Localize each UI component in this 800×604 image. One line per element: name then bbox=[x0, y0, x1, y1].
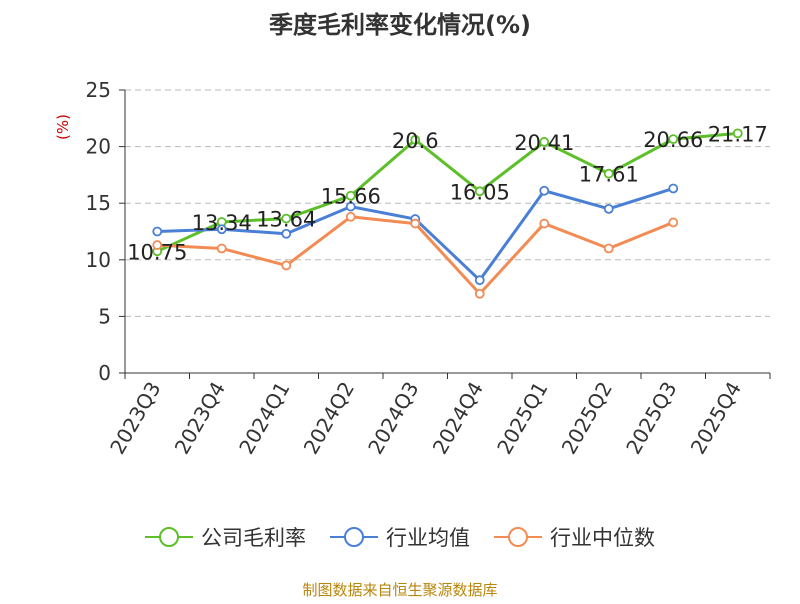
y-tick-label: 10 bbox=[86, 248, 111, 272]
y-tick-label: 5 bbox=[98, 304, 111, 328]
legend-item: 公司毛利率 bbox=[145, 526, 306, 550]
data-point bbox=[539, 185, 550, 196]
x-tick-label: 2024Q4 bbox=[428, 378, 488, 459]
data-point bbox=[281, 213, 292, 224]
data-label: 13.64 bbox=[256, 208, 316, 232]
data-point bbox=[603, 168, 614, 179]
data-point bbox=[345, 201, 356, 212]
series-line bbox=[156, 131, 738, 253]
data-label: 15.66 bbox=[321, 185, 381, 209]
data-point bbox=[668, 183, 679, 194]
y-tick-label: 0 bbox=[98, 361, 111, 385]
data-point bbox=[732, 128, 743, 139]
grid-lines bbox=[125, 89, 770, 317]
series-lines bbox=[152, 128, 743, 299]
data-label: 20.41 bbox=[514, 131, 574, 155]
data-point bbox=[410, 218, 421, 229]
x-tick-label: 2023Q3 bbox=[105, 378, 165, 459]
legend-marker bbox=[508, 527, 528, 547]
chart-title: 季度毛利率变化情况(%) bbox=[269, 11, 531, 39]
data-label: 13.34 bbox=[192, 211, 252, 235]
x-tick-label: 2024Q3 bbox=[363, 378, 423, 459]
data-label: 17.61 bbox=[579, 163, 639, 187]
legend-label: 行业中位数 bbox=[550, 526, 655, 550]
data-point bbox=[281, 228, 292, 239]
data-label: 20.6 bbox=[392, 129, 439, 153]
legend: 公司毛利率 行业均值 行业中位数 bbox=[145, 526, 655, 550]
data-point bbox=[345, 190, 356, 201]
legend-label: 行业均值 bbox=[386, 526, 470, 550]
x-tick-label: 2024Q2 bbox=[299, 378, 359, 459]
legend-item: 行业中位数 bbox=[494, 526, 655, 550]
data-point bbox=[474, 288, 485, 299]
data-point bbox=[668, 134, 679, 145]
legend-item: 行业均值 bbox=[330, 526, 470, 550]
data-point bbox=[152, 226, 163, 237]
x-tick-label: 2025Q3 bbox=[621, 378, 681, 459]
y-tick-label: 20 bbox=[86, 135, 111, 159]
data-point bbox=[152, 240, 163, 250]
data-point bbox=[474, 275, 485, 286]
x-tick-label: 2023Q4 bbox=[170, 378, 230, 459]
data-point bbox=[539, 137, 550, 147]
data-label: 10.75 bbox=[127, 240, 187, 264]
data-label: 20.66 bbox=[643, 128, 703, 152]
data-label: 16.05 bbox=[450, 180, 510, 204]
legend-marker bbox=[344, 527, 364, 547]
y-axis-label: (%) bbox=[54, 114, 72, 140]
data-point bbox=[216, 243, 227, 254]
x-tick-label: 2025Q4 bbox=[686, 378, 746, 459]
data-source-note: 制图数据来自恒生聚源数据库 bbox=[302, 581, 497, 599]
data-point bbox=[345, 211, 356, 222]
data-point bbox=[668, 217, 679, 228]
data-point bbox=[539, 218, 550, 229]
data-point bbox=[603, 203, 614, 214]
x-tick-label: 2025Q2 bbox=[557, 378, 617, 459]
data-point bbox=[474, 186, 485, 197]
y-tick-label: 25 bbox=[86, 78, 111, 102]
data-point bbox=[410, 134, 421, 145]
data-point bbox=[281, 260, 292, 271]
x-tick-label: 2024Q1 bbox=[234, 378, 294, 459]
y-tick-label: 15 bbox=[86, 191, 111, 215]
data-point bbox=[216, 224, 227, 235]
legend-marker bbox=[159, 527, 179, 547]
x-tick-label: 2025Q1 bbox=[492, 378, 552, 459]
data-point bbox=[603, 243, 614, 254]
legend-label: 公司毛利率 bbox=[201, 526, 306, 550]
data-label: 21.17 bbox=[708, 122, 768, 146]
